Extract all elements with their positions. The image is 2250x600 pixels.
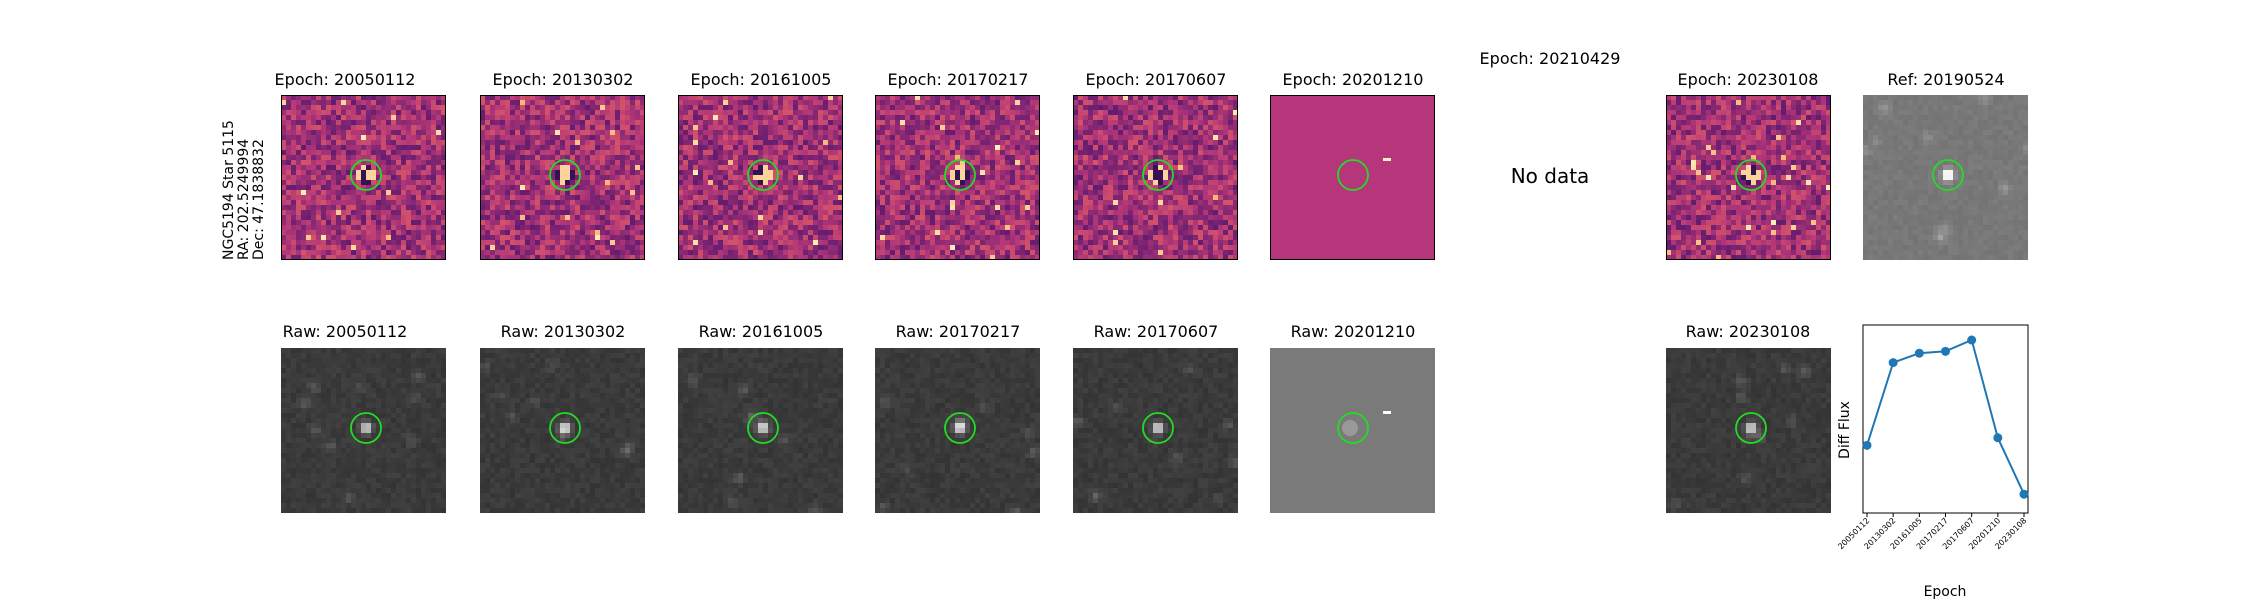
x-tick-label: 20170607: [1941, 516, 1976, 551]
data-point: [1941, 346, 1950, 356]
image-pixels: [1073, 348, 1238, 513]
aperture-circle: [549, 159, 581, 191]
chart-axes-frame: [1862, 324, 2029, 514]
panel-title: Epoch: 20161005: [690, 70, 832, 89]
series-line: [1866, 338, 2025, 495]
raw-image-panel: [480, 348, 645, 513]
image-pixels: [1073, 95, 1238, 260]
panel-title: Raw: 20050112: [282, 322, 408, 341]
aperture-circle: [747, 412, 779, 444]
image-pixels: [875, 95, 1040, 260]
panel-title: Epoch: 20170217: [887, 70, 1029, 89]
image-pixels: [678, 95, 843, 260]
panel-title: Raw: 20201210: [1290, 322, 1416, 341]
panel-title: Raw: 20161005: [698, 322, 824, 341]
x-tick-label: 20201210: [1967, 516, 2002, 551]
diff-image-panel: [1073, 95, 1238, 260]
aperture-circle: [1337, 412, 1369, 444]
series-diff-flux: [1862, 335, 2029, 499]
object-dec: Dec: 47.1838832: [251, 139, 267, 260]
raw-image-panel: [1666, 348, 1831, 513]
data-point: [1914, 348, 1924, 358]
reference-image-panel: [1863, 95, 2028, 260]
data-point: [1888, 358, 1898, 368]
diff-image-panel: [480, 95, 645, 260]
x-tick-label: 20161005: [1889, 516, 1924, 551]
diff-image-panel: [678, 95, 843, 260]
x-tick-label: 20130302: [1862, 516, 1897, 551]
data-point: [1993, 433, 2003, 443]
image-pixels: [1863, 95, 2028, 260]
panel-title: Raw: 20170217: [895, 322, 1021, 341]
aperture-circle: [1735, 159, 1767, 191]
raw-image-panel: [1073, 348, 1238, 513]
image-pixels: [281, 95, 446, 260]
panel-title: Epoch: 20201210: [1282, 70, 1424, 89]
data-point: [1862, 440, 1872, 450]
raw-image-panel: [281, 348, 446, 513]
aperture-circle: [350, 412, 382, 444]
aperture-circle: [944, 412, 976, 444]
panel-title: Raw: 20170607: [1093, 322, 1219, 341]
diff-image-panel: [875, 95, 1040, 260]
raw-image-panel: [678, 348, 843, 513]
panel-title: Raw: 20130302: [500, 322, 626, 341]
data-point: [2019, 489, 2029, 499]
image-pixels: [281, 348, 446, 513]
panel-title: Epoch: 20170607: [1085, 70, 1227, 89]
image-pixels: [480, 95, 645, 260]
image-pixels: [1270, 95, 1435, 260]
aperture-circle: [1932, 159, 1964, 191]
aperture-circle: [549, 412, 581, 444]
panel-title: Epoch: 20130302: [492, 70, 634, 89]
y-axis-label: Diff Flux: [1837, 401, 1853, 459]
aperture-circle: [350, 159, 382, 191]
x-tick-label: 20170217: [1915, 516, 1950, 551]
panel-title: Ref: 20190524: [1887, 70, 2005, 89]
panel-title: Epoch: 20210429: [1479, 49, 1621, 68]
x-tick-label: 20050112: [1836, 516, 1871, 551]
image-pixels: [678, 348, 843, 513]
panel-title: Raw: 20230108: [1685, 322, 1811, 341]
panel-title: Epoch: 20230108: [1677, 70, 1819, 89]
diff-image-panel: [1666, 95, 1831, 260]
raw-flat-image-panel: [1270, 348, 1435, 513]
x-tick-label: 20230108: [1993, 516, 2028, 551]
panel-title: Epoch: 20050112: [274, 70, 416, 89]
no-data-message: No data: [1510, 164, 1590, 188]
flat-diff-image-panel: [1270, 95, 1435, 260]
image-pixels: [875, 348, 1040, 513]
aperture-circle: [1735, 412, 1767, 444]
object-info-label: NGC5194 Star 5115 RA: 202.5249994 Dec: 4…: [221, 110, 267, 260]
aperture-circle: [747, 159, 779, 191]
image-pixels: [1666, 95, 1831, 260]
diff-image-panel: [281, 95, 446, 260]
x-axis-label: Epoch: [1924, 584, 1967, 600]
image-pixels: [1270, 348, 1435, 513]
object-ra: RA: 202.5249994: [236, 138, 252, 260]
image-pixels: [1666, 348, 1831, 513]
data-point: [1967, 335, 1977, 345]
aperture-circle: [1142, 159, 1174, 191]
aperture-circle: [1337, 159, 1369, 191]
aperture-circle: [944, 159, 976, 191]
object-name: NGC5194 Star 5115: [221, 120, 237, 260]
image-pixels: [480, 348, 645, 513]
x-ticks: 2005011220130302201610052017021720170607…: [1836, 513, 2028, 551]
raw-image-panel: [875, 348, 1040, 513]
aperture-circle: [1142, 412, 1174, 444]
